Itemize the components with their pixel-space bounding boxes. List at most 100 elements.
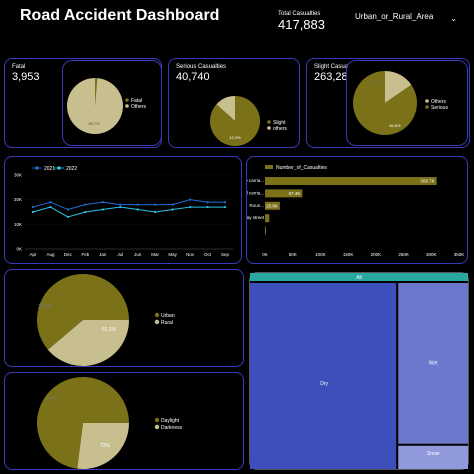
treemap-cell-wet bbox=[398, 283, 468, 444]
y-category-label: One way street bbox=[247, 215, 265, 220]
area-filter-dropdown[interactable]: Urban_or_Rural_Area ⌄ bbox=[355, 12, 465, 30]
serious-value: 40,740 bbox=[176, 71, 210, 83]
bar bbox=[265, 214, 270, 223]
x-tick-label: Jun bbox=[134, 252, 142, 257]
y-tick-label: 20K bbox=[14, 197, 22, 202]
treemap-header bbox=[250, 273, 468, 281]
bar-data-label: 67.4K bbox=[289, 191, 301, 196]
y-tick-label: 10K bbox=[14, 222, 22, 227]
pie-slice-others bbox=[385, 71, 412, 103]
serious-label: Serious Casualties bbox=[176, 64, 227, 70]
legend-label: Number_of_Casualties bbox=[276, 165, 327, 171]
monthly-trend-card: 2021 2022 0K 10K 20K 30K Apr Aug Dec Feb Jan Jul Jun… bbox=[4, 156, 242, 264]
series-line-2021 bbox=[32, 199, 225, 211]
x-tick-label: Sep bbox=[221, 252, 230, 257]
legend-label: Serious bbox=[431, 105, 448, 111]
legend-label: Slight bbox=[273, 120, 286, 126]
series-point-2022 bbox=[101, 208, 104, 211]
x-tick-label: Nov bbox=[186, 252, 195, 257]
legend-marker bbox=[425, 105, 429, 109]
legend-marker bbox=[267, 120, 271, 124]
pie-data-label: 84.6% bbox=[389, 123, 401, 128]
total-casualties-label: Total Casualties bbox=[278, 11, 321, 17]
series-point-2022 bbox=[171, 208, 174, 211]
pie-data-label: 73% bbox=[100, 443, 111, 449]
treemap-cell-snow bbox=[398, 445, 468, 469]
surface-treemap-chart: All Dry Wet Snow bbox=[250, 273, 468, 469]
legend-label: others bbox=[273, 126, 287, 132]
legend-label: Urban bbox=[161, 313, 175, 319]
series-point-2021 bbox=[223, 201, 227, 204]
pie-data-label: 27% bbox=[46, 397, 57, 403]
series-point-2022 bbox=[136, 208, 139, 211]
pie-slice-urban bbox=[37, 274, 129, 350]
series-point-2021 bbox=[49, 201, 52, 204]
pie-data-label: 98.7% bbox=[88, 121, 100, 126]
y-category-label: Roun... bbox=[249, 203, 264, 208]
x-tick-label: Oct bbox=[204, 252, 212, 257]
series-point-2022 bbox=[206, 205, 209, 209]
bar bbox=[265, 226, 266, 235]
pie-slice-others bbox=[67, 78, 124, 134]
series-point-2021 bbox=[188, 198, 192, 201]
area-filter-label: Urban_or_Rural_Area bbox=[355, 12, 434, 21]
x-tick-label: 200K bbox=[371, 252, 382, 257]
series-point-2021 bbox=[171, 203, 174, 206]
series-line-2022 bbox=[32, 206, 225, 218]
series-point-2022 bbox=[154, 210, 157, 214]
urban-rural-card: 61.2% 38.8% Urban Rural bbox=[4, 269, 244, 367]
x-tick-label: May bbox=[168, 252, 177, 257]
slight-pie-card: 15.4% 84.6% Others Serious bbox=[346, 60, 468, 146]
pie-data-label: 61.2% bbox=[102, 327, 117, 333]
treemap-label-wet: Wet bbox=[429, 360, 438, 366]
bar-data-label: 26.8K bbox=[266, 203, 278, 208]
treemap-cell-dry bbox=[250, 283, 397, 469]
total-casualties-value: 417,883 bbox=[278, 17, 325, 32]
legend-marker bbox=[154, 424, 160, 430]
x-tick-label: 250K bbox=[398, 252, 409, 257]
legend-marker bbox=[425, 99, 429, 103]
x-tick-label: Feb bbox=[81, 252, 89, 257]
light-card: 73% 27% Daylight Darkness bbox=[4, 372, 244, 470]
bar bbox=[265, 177, 437, 185]
treemap-label-snow: Snow bbox=[427, 451, 440, 457]
y-tick-label: 0K bbox=[16, 247, 22, 252]
legend-marker bbox=[154, 319, 160, 325]
series-point-2022 bbox=[188, 205, 192, 209]
chevron-down-icon: ⌄ bbox=[450, 14, 457, 23]
y-category-label: Single carria... bbox=[247, 178, 264, 183]
x-tick-label: 0K bbox=[262, 252, 268, 257]
legend-label: Others bbox=[131, 104, 147, 110]
fatal-label: Fatal bbox=[12, 64, 26, 70]
series-point-2022 bbox=[223, 205, 227, 209]
x-tick-label: 50K bbox=[289, 252, 297, 257]
x-tick-label: Jan bbox=[99, 252, 107, 257]
legend-label: Rural bbox=[161, 320, 173, 326]
slight-label: Slight Casualties bbox=[314, 64, 359, 70]
y-tick-label: 30K bbox=[14, 173, 22, 178]
x-tick-label: 300K bbox=[426, 252, 437, 257]
legend-marker bbox=[265, 165, 273, 169]
pie-slice-fatal bbox=[95, 78, 98, 106]
fatal-value: 3,953 bbox=[12, 71, 40, 83]
x-tick-label: Apr bbox=[29, 252, 37, 257]
series-point-2021 bbox=[136, 203, 139, 206]
pie-slice-others bbox=[216, 96, 235, 121]
x-tick-label: Aug bbox=[46, 252, 55, 257]
pie-data-label: 38.8% bbox=[38, 304, 53, 310]
legend-label: Fatal bbox=[131, 98, 142, 104]
monthly-trend-chart: 2021 2022 0K 10K 20K 30K Apr Aug Dec Feb Jan Jul Jun… bbox=[14, 166, 233, 257]
series-point-2022 bbox=[84, 210, 87, 214]
legend-label-2021: 2021 bbox=[44, 166, 55, 172]
page-title: Road Accident Dashboard bbox=[20, 7, 220, 24]
slight-value: 263,280 bbox=[314, 71, 354, 83]
x-tick-label: 100K bbox=[315, 252, 326, 257]
series-point-2021 bbox=[31, 205, 35, 209]
series-point-2021 bbox=[101, 201, 104, 204]
pie-slice-daylight bbox=[37, 377, 129, 469]
fatal-pie-card: 98.7% Fatal Others bbox=[62, 60, 162, 146]
bar-data-label: 309.7K bbox=[420, 179, 434, 184]
